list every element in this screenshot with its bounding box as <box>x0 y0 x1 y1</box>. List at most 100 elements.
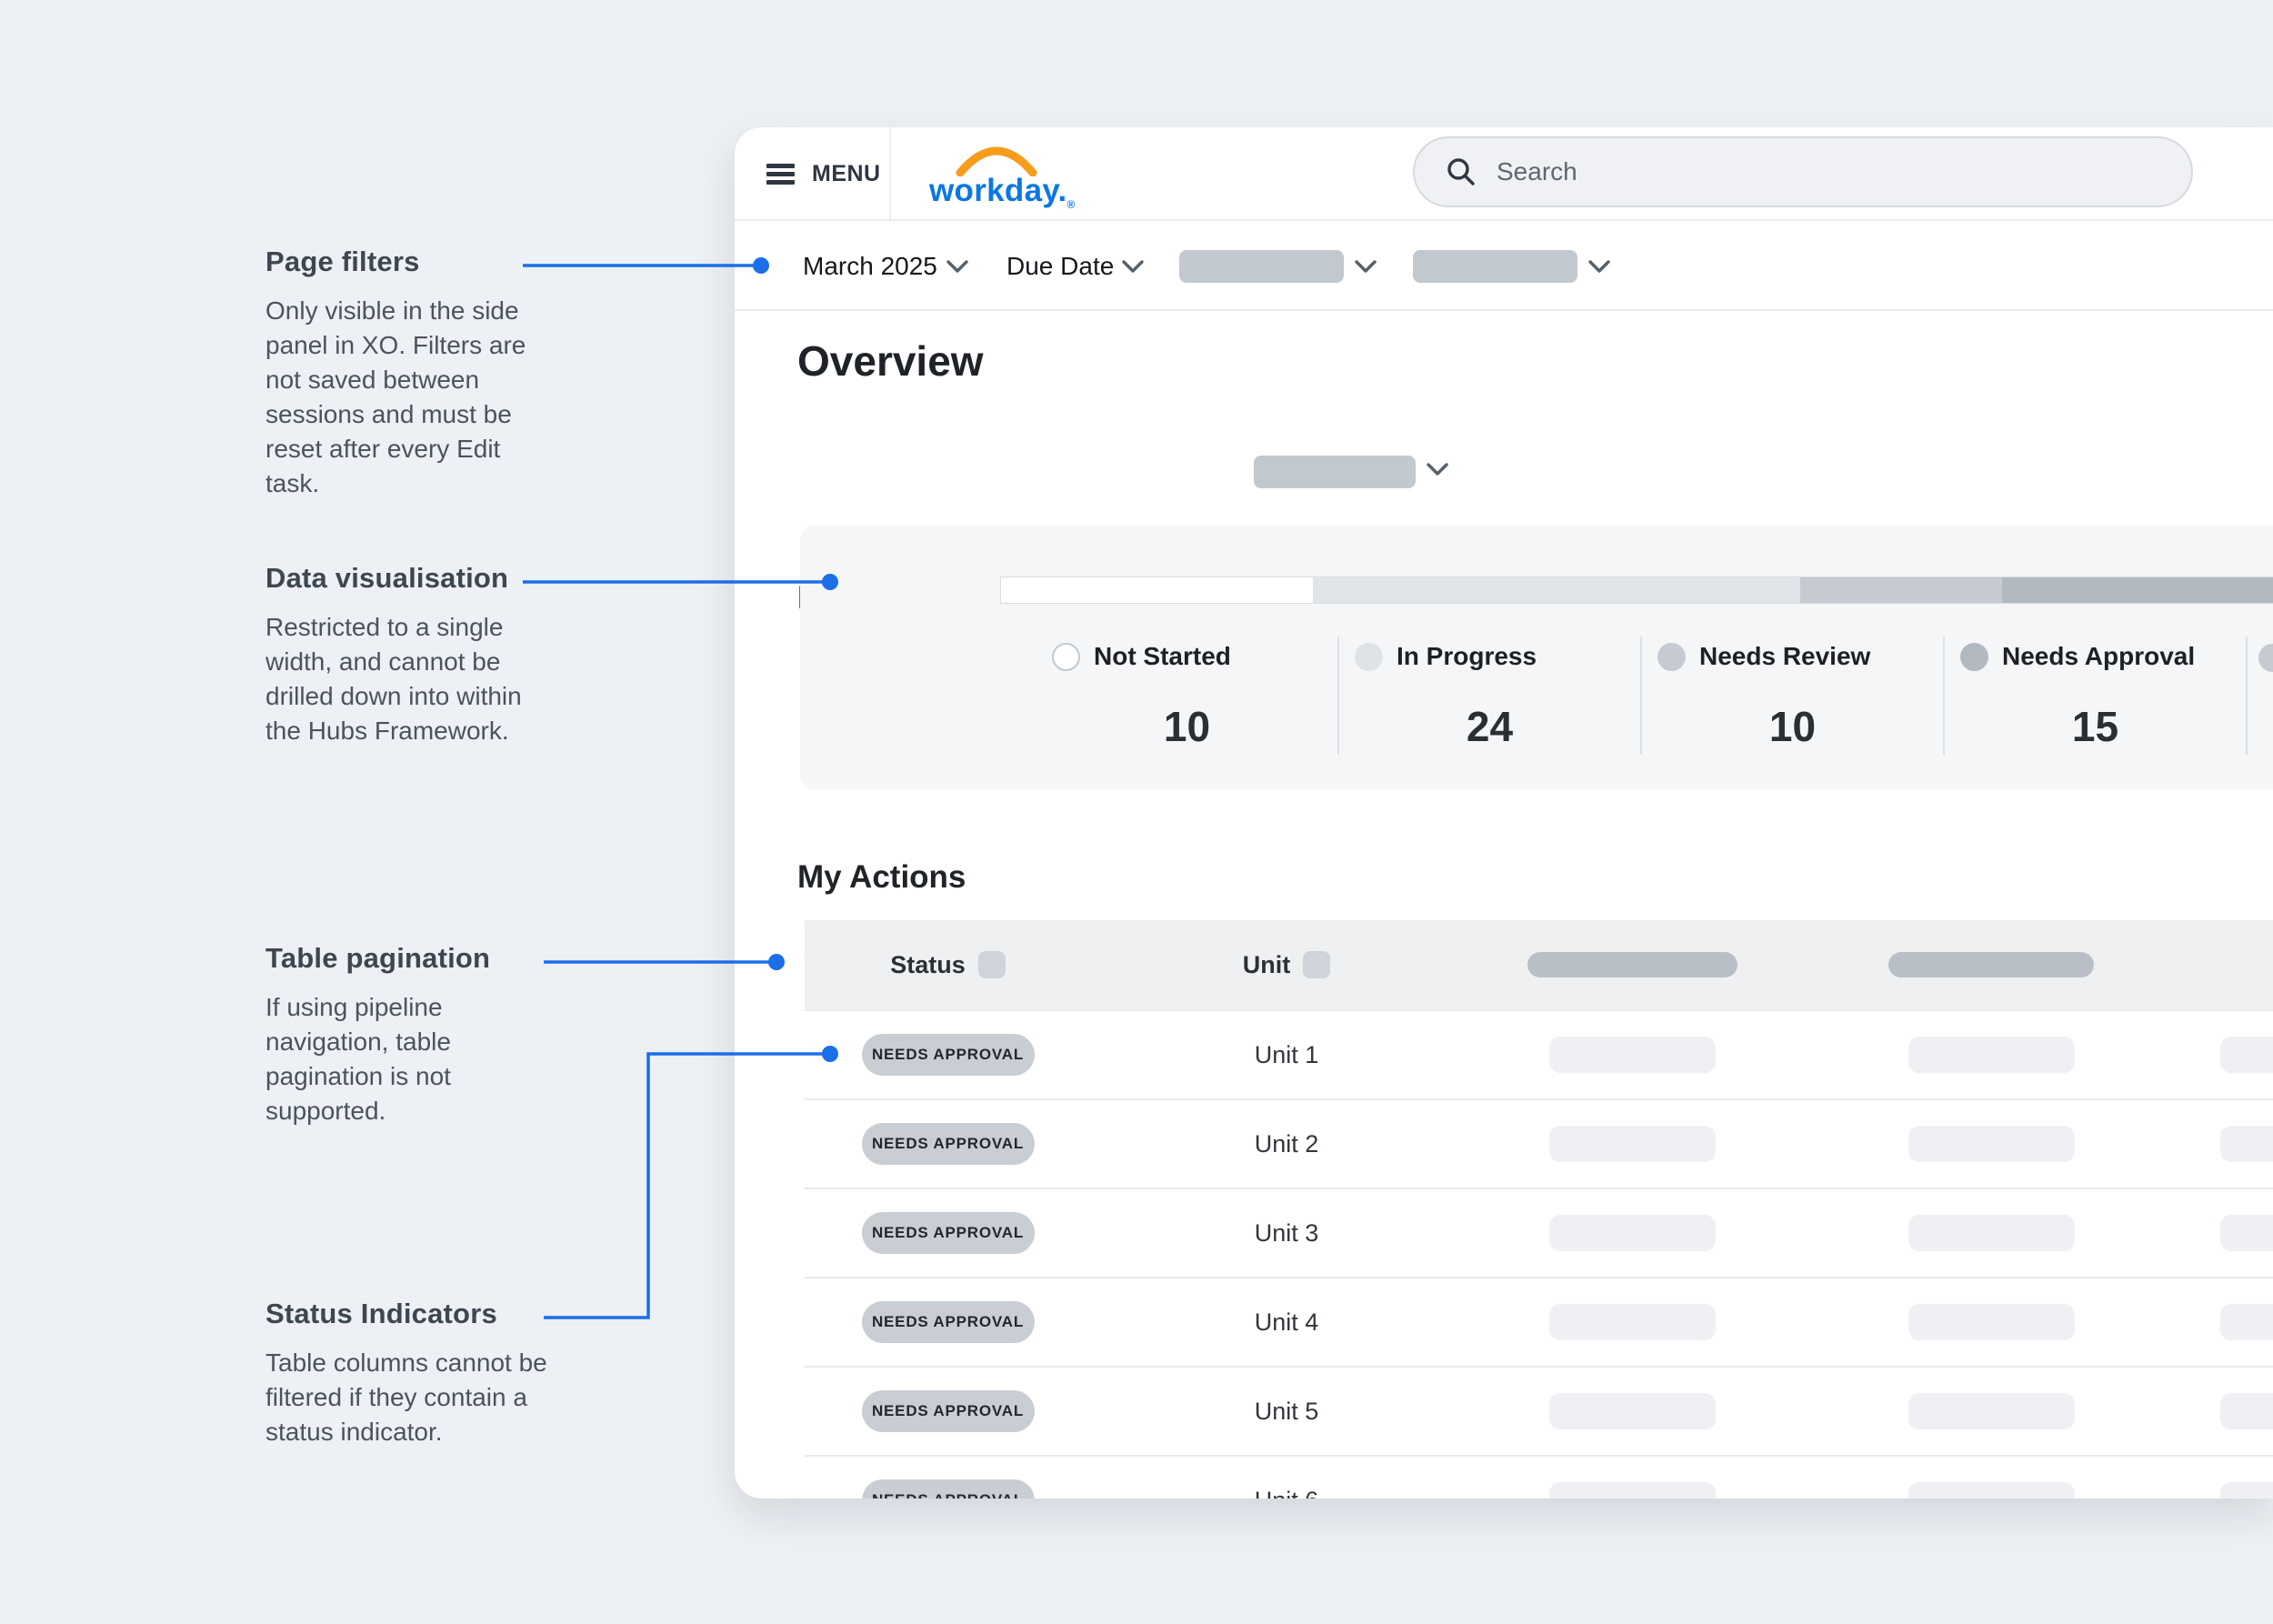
status-badge: NEEDS APPROVAL <box>861 1123 1035 1165</box>
cell-placeholder <box>1908 1037 2075 1073</box>
search-placeholder: Search <box>1497 157 1577 185</box>
unit-cell: Unit 6 <box>1255 1487 1319 1499</box>
app-header: MENU workday.® Search <box>735 127 2273 221</box>
annotation-data-visualisation-body: Restricted to a single width, and cannot… <box>265 613 522 746</box>
cell-placeholder <box>1908 1482 2075 1499</box>
status-column-header: Status <box>890 950 966 978</box>
period-filter[interactable]: March 2025 <box>803 221 937 311</box>
progress-legend: Not Started 10 In Progress 24 Ne <box>1036 635 2273 771</box>
workday-wordmark: workday.® <box>929 173 1076 211</box>
due-date-filter-chevron[interactable] <box>1121 221 1145 311</box>
annotation-status-indicators: Status Indicators <box>265 1298 579 1330</box>
column-header-placeholder <box>1527 952 1737 977</box>
unit-cell: Unit 3 <box>1254 1218 1319 1247</box>
legend-item-needs-approval: Needs Approval 15 <box>1945 635 2246 771</box>
legend-label: Needs Approval <box>2002 642 2196 670</box>
cell-placeholder <box>1908 1304 2075 1340</box>
legend-item-not-started: Not Started 10 <box>1036 635 1337 771</box>
workday-app-window: MENU workday.® Search March 2025 <box>735 127 2273 1499</box>
due-date-filter-label: Due Date <box>1006 251 1115 280</box>
progress-segment-in-progress <box>1312 577 1800 603</box>
unit-cell: Unit 5 <box>1254 1397 1319 1425</box>
chevron-down-icon <box>1122 259 1144 273</box>
legend-label: In Progress <box>1397 642 1537 670</box>
workday-logo[interactable]: workday.® <box>927 133 1075 216</box>
legend-count: 10 <box>1163 703 1211 750</box>
table-row[interactable]: NEEDS APPROVAL Unit 1 <box>805 1009 2273 1098</box>
cell-placeholder <box>2220 1393 2273 1429</box>
unit-column-header: Unit <box>1242 950 1291 978</box>
legend-count: 10 <box>1768 703 1817 750</box>
cell-placeholder <box>1548 1393 1716 1429</box>
page-title: Overview <box>797 337 984 385</box>
legend-dot-icon <box>2258 644 2273 672</box>
legend-count: 15 <box>2071 703 2119 750</box>
unit-cell: Unit 1 <box>1254 1040 1319 1068</box>
annotation-title: Data visualisation <box>265 562 509 594</box>
legend-item-needs-review: Needs Review 10 <box>1642 635 1943 771</box>
cell-placeholder <box>2220 1215 2273 1251</box>
reconciliation-dropdown[interactable] <box>1254 456 1416 488</box>
cell-placeholder <box>1548 1482 1716 1499</box>
my-actions-title: My Actions <box>797 859 966 895</box>
placeholder-filter-1-chevron[interactable] <box>1354 221 1377 311</box>
my-actions-table: Status Unit NEEDS APPROVAL Unit 1 <box>805 920 2273 1499</box>
search-icon <box>1447 158 1475 185</box>
unit-column-filter-square[interactable] <box>1303 951 1331 978</box>
unit-cell: Unit 2 <box>1254 1129 1319 1158</box>
column-header-placeholder <box>1888 952 2094 977</box>
cell-placeholder <box>1548 1037 1716 1073</box>
header-divider <box>889 127 891 219</box>
table-row[interactable]: NEEDS APPROVAL Unit 4 <box>805 1277 2273 1366</box>
legend-divider <box>1640 637 1642 755</box>
table-row[interactable]: NEEDS APPROVAL Unit 2 <box>805 1098 2273 1188</box>
hamburger-menu-icon[interactable] <box>766 164 795 185</box>
cell-placeholder <box>1908 1215 2075 1251</box>
table-row[interactable]: NEEDS APPROVAL Unit 6 <box>805 1455 2273 1499</box>
table-row[interactable]: NEEDS APPROVAL Unit 3 <box>805 1188 2273 1277</box>
placeholder-pill <box>1413 249 1577 283</box>
status-column-filter-square[interactable] <box>977 951 1006 978</box>
cell-placeholder <box>1548 1304 1716 1340</box>
annotation-status-indicators-body: Table columns cannot be filtered if they… <box>265 1348 547 1447</box>
status-badge: NEEDS APPROVAL <box>861 1390 1035 1432</box>
menu-button[interactable]: MENU <box>812 161 881 186</box>
annotation-page-filters-body: Only visible in the side panel in XO. Fi… <box>265 296 526 498</box>
cell-placeholder <box>1908 1126 2075 1162</box>
progress-bar <box>1000 576 2273 604</box>
annotation-table-pagination: Table pagination <box>265 942 555 975</box>
legend-divider <box>1943 637 1945 755</box>
workday-arc-icon <box>956 146 1037 176</box>
placeholder-pill <box>1179 249 1344 283</box>
search-input[interactable]: Search <box>1413 136 2193 207</box>
progress-segment-needs-review <box>1799 577 2002 603</box>
legend-item-partial <box>2248 635 2273 771</box>
cell-placeholder <box>2220 1482 2273 1499</box>
status-badge: NEEDS APPROVAL <box>861 1479 1035 1499</box>
placeholder-filter-1[interactable] <box>1179 221 1344 311</box>
annotation-title: Status Indicators <box>265 1298 497 1329</box>
cell-placeholder <box>1548 1215 1716 1251</box>
chevron-down-icon[interactable] <box>1426 462 1449 476</box>
cell-placeholder <box>1908 1393 2075 1429</box>
period-filter-chevron[interactable] <box>946 221 969 311</box>
chevron-down-icon <box>946 259 968 273</box>
table-header-row: Status Unit <box>805 920 2273 1009</box>
annotation-title: Table pagination <box>265 942 491 974</box>
chevron-down-icon <box>1588 259 1610 273</box>
unit-cell: Unit 4 <box>1254 1308 1319 1336</box>
annotation-page-filters: Page filters <box>265 246 555 278</box>
table-row[interactable]: NEEDS APPROVAL Unit 5 <box>805 1366 2273 1455</box>
cell-placeholder <box>2220 1304 2273 1340</box>
placeholder-filter-2-chevron[interactable] <box>1587 221 1611 311</box>
status-badge: NEEDS APPROVAL <box>861 1212 1035 1254</box>
progress-segment-needs-approval <box>2002 577 2273 603</box>
period-filter-label: March 2025 <box>803 251 937 280</box>
cell-placeholder <box>2220 1037 2273 1073</box>
due-date-filter[interactable]: Due Date <box>1006 221 1114 311</box>
not-started-dot-icon <box>1052 642 1080 671</box>
needs-approval-dot-icon <box>1960 642 1988 671</box>
placeholder-filter-2[interactable] <box>1413 221 1577 311</box>
page-filter-bar: March 2025 Due Date <box>735 221 2273 311</box>
